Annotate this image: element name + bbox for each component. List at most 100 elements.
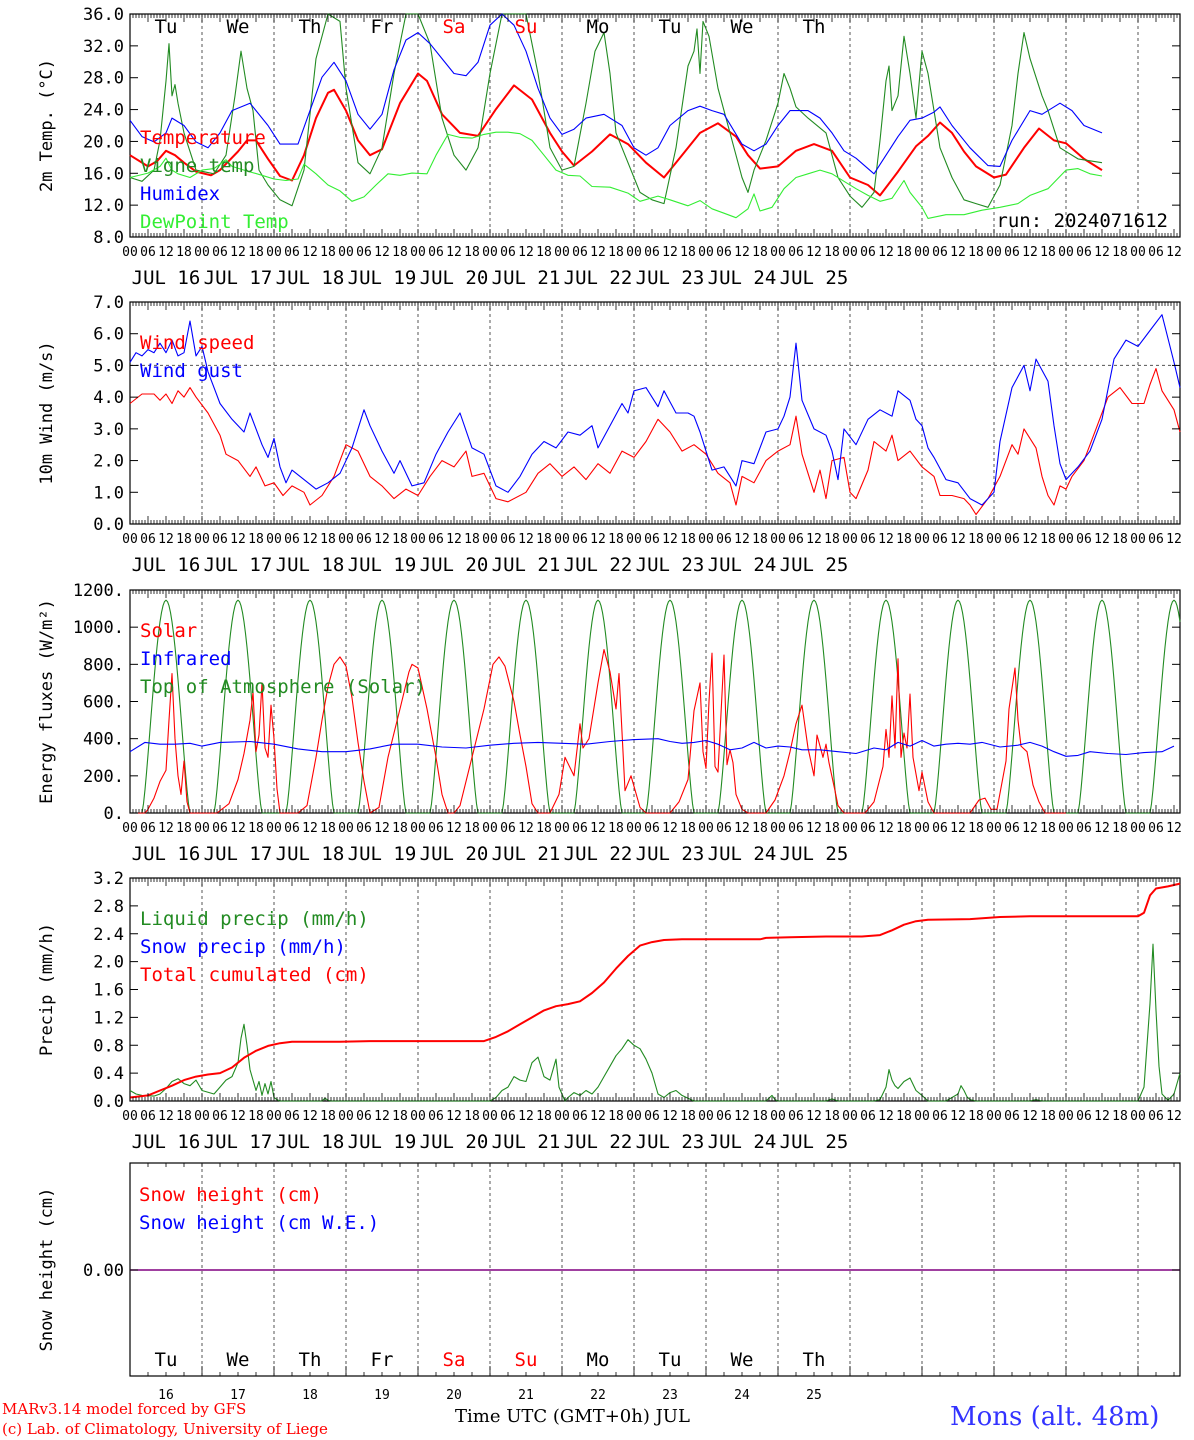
hour-label: 12 bbox=[230, 1109, 246, 1124]
hour-label: 18 bbox=[608, 1109, 624, 1124]
hour-label: 18 bbox=[968, 821, 984, 836]
hour-label: 00 bbox=[986, 532, 1002, 547]
hour-label: 18 bbox=[176, 245, 192, 260]
hour-label: 18 bbox=[968, 1109, 984, 1124]
y-tick-label: 1.2 bbox=[93, 1008, 124, 1028]
hour-label: 06 bbox=[788, 821, 804, 836]
legend-entry: Humidex bbox=[140, 183, 220, 205]
hour-label: 12 bbox=[1166, 821, 1182, 836]
hour-label: 06 bbox=[860, 532, 876, 547]
panel-2: 0.0 1.0 2.0 3.0 4.0 5.0 6.0 7.0 10m Wind (m/s) 00… bbox=[37, 293, 1182, 576]
hour-label: 00 bbox=[194, 1109, 210, 1124]
hour-label: 12 bbox=[158, 532, 174, 547]
hour-label: 18 bbox=[752, 245, 768, 260]
hour-label: 12 bbox=[1022, 1109, 1038, 1124]
hour-label: 06 bbox=[1004, 245, 1020, 260]
hour-label: 00 bbox=[554, 245, 570, 260]
y-tick-label: 12.0 bbox=[83, 196, 124, 216]
hour-label: 12 bbox=[302, 1109, 318, 1124]
hour-label: 00 bbox=[626, 532, 642, 547]
weekday-label: We bbox=[227, 1349, 250, 1371]
y-tick-label: 0. bbox=[104, 804, 124, 824]
hour-label: 12 bbox=[662, 821, 678, 836]
panel-frame bbox=[129, 589, 1181, 814]
hour-label: 06 bbox=[1004, 821, 1020, 836]
date-label: JUL 21 bbox=[492, 843, 561, 865]
hour-label: 06 bbox=[1148, 245, 1164, 260]
day-number: 23 bbox=[662, 1388, 678, 1403]
weekday-label: Su bbox=[515, 1349, 538, 1371]
hour-label: 06 bbox=[860, 1109, 876, 1124]
weekday-label: Mo bbox=[587, 16, 610, 38]
hour-label: 00 bbox=[410, 245, 426, 260]
hour-label: 12 bbox=[518, 245, 534, 260]
hour-label: 06 bbox=[644, 532, 660, 547]
date-label: JUL 16 bbox=[132, 1131, 201, 1153]
hour-label: 12 bbox=[734, 821, 750, 836]
hour-label: 06 bbox=[284, 532, 300, 547]
legend-entry: Temperature bbox=[140, 127, 266, 149]
legend-entry: Infrared bbox=[140, 648, 232, 670]
y-tick-label: 32.0 bbox=[83, 37, 124, 57]
day-number: 16 bbox=[158, 1388, 174, 1403]
date-label: JUL 21 bbox=[492, 1131, 561, 1153]
hour-label: 18 bbox=[320, 532, 336, 547]
hour-label: 12 bbox=[662, 532, 678, 547]
day-number: 22 bbox=[590, 1388, 606, 1403]
hour-label: 06 bbox=[932, 245, 948, 260]
y-tick-label: 800. bbox=[83, 655, 124, 675]
hour-label: 06 bbox=[1076, 532, 1092, 547]
date-label: JUL 24 bbox=[708, 267, 777, 289]
hour-label: 18 bbox=[536, 821, 552, 836]
hour-label: 00 bbox=[1058, 1109, 1074, 1124]
hour-label: 18 bbox=[392, 532, 408, 547]
y-tick-label: 2.8 bbox=[93, 897, 124, 917]
hour-label: 00 bbox=[554, 532, 570, 547]
date-label: JUL 19 bbox=[348, 267, 417, 289]
hour-label: 18 bbox=[536, 245, 552, 260]
hour-label: 00 bbox=[266, 1109, 282, 1124]
hour-label: 18 bbox=[896, 245, 912, 260]
day-number: 20 bbox=[446, 1388, 462, 1403]
hour-label: 00 bbox=[554, 821, 570, 836]
date-label: JUL 16 bbox=[132, 843, 201, 865]
day-number: 24 bbox=[734, 1388, 750, 1403]
hour-label: 12 bbox=[446, 532, 462, 547]
hour-label: 12 bbox=[806, 1109, 822, 1124]
y-axis-title: Snow height (cm) bbox=[37, 1188, 57, 1352]
hour-label: 18 bbox=[968, 245, 984, 260]
hour-label: 06 bbox=[1004, 1109, 1020, 1124]
hour-label: 00 bbox=[122, 1109, 138, 1124]
hour-label: 18 bbox=[680, 821, 696, 836]
hour-label: 18 bbox=[248, 821, 264, 836]
y-tick-label: 0.4 bbox=[93, 1064, 124, 1084]
weekday-label: We bbox=[731, 1349, 754, 1371]
hour-label: 12 bbox=[230, 821, 246, 836]
panel-3: 0. 200. 400. 600. 800. 1000. 1200. Energy fluxe… bbox=[37, 581, 1182, 865]
hour-label: 00 bbox=[1130, 532, 1146, 547]
hour-label: 18 bbox=[392, 821, 408, 836]
hour-label: 18 bbox=[608, 532, 624, 547]
hour-label: 00 bbox=[482, 821, 498, 836]
hour-label: 18 bbox=[608, 821, 624, 836]
weekday-label: Th bbox=[299, 16, 322, 38]
hour-label: 00 bbox=[842, 532, 858, 547]
y-tick-label: 3.2 bbox=[93, 869, 124, 889]
hour-label: 00 bbox=[122, 245, 138, 260]
hour-label: 06 bbox=[140, 1109, 156, 1124]
day-number: 21 bbox=[518, 1388, 534, 1403]
hour-label: 00 bbox=[986, 1109, 1002, 1124]
hour-label: 18 bbox=[248, 245, 264, 260]
hour-label: 18 bbox=[1112, 245, 1128, 260]
date-label: JUL 25 bbox=[780, 1131, 849, 1153]
legend-entry: Snow height (cm) bbox=[139, 1184, 322, 1206]
hour-label: 00 bbox=[842, 245, 858, 260]
hour-label: 06 bbox=[500, 532, 516, 547]
hour-label: 18 bbox=[1040, 532, 1056, 547]
hour-label: 06 bbox=[644, 245, 660, 260]
hour-label: 00 bbox=[914, 1109, 930, 1124]
hour-label: 06 bbox=[1004, 532, 1020, 547]
weekday-label: Su bbox=[515, 16, 538, 38]
weekday-label: Tu bbox=[659, 16, 682, 38]
hour-label: 00 bbox=[338, 245, 354, 260]
